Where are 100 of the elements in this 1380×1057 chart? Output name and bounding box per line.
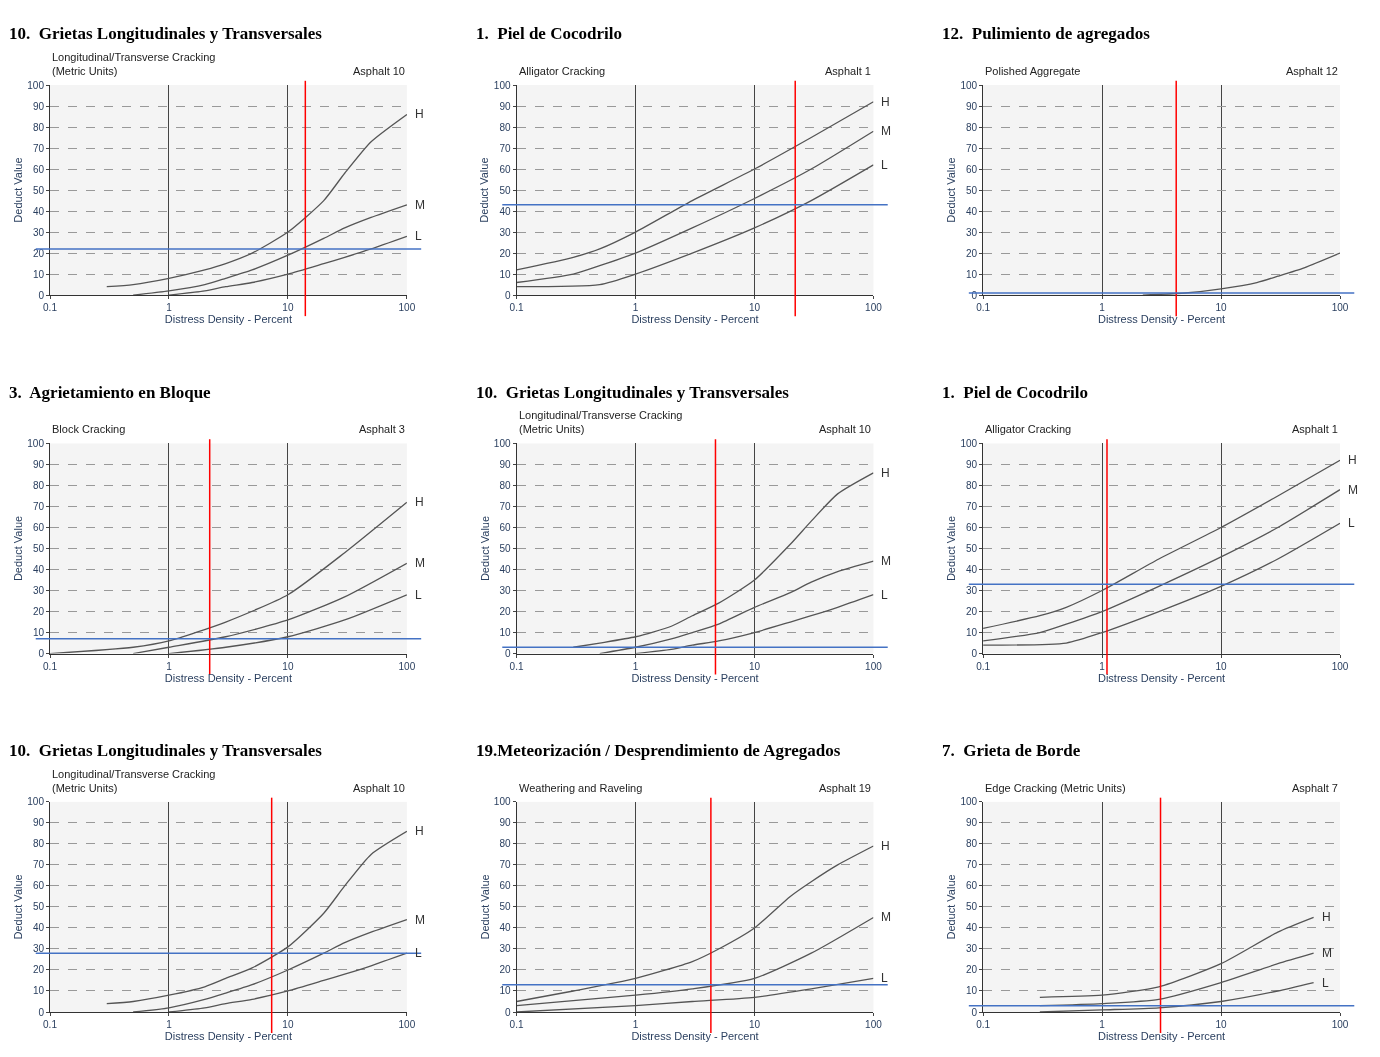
x-tick-label: 100 <box>865 660 883 672</box>
y-tick-label: 60 <box>32 521 45 533</box>
chart-title: 12. Pulimiento de agregados <box>942 24 1151 43</box>
y-tick-label: 70 <box>965 500 978 512</box>
y-tick-label: 60 <box>499 880 511 892</box>
series-label: M <box>1348 483 1358 497</box>
y-tick-label: 10 <box>32 627 45 639</box>
x-tick-label: 10 <box>748 1019 761 1030</box>
y-tick-label: 50 <box>32 543 45 554</box>
y-tick-label: 20 <box>965 964 978 976</box>
y-tick-label: 80 <box>965 838 978 850</box>
y-tick-label: 60 <box>965 163 978 175</box>
y-tick-label: 90 <box>499 458 511 470</box>
series-label: M <box>881 124 891 138</box>
y-tick-label: 0 <box>971 648 978 660</box>
y-tick-label: 20 <box>32 247 45 259</box>
text: Asphalt 1 <box>825 65 871 77</box>
y-tick-label: 70 <box>499 859 511 871</box>
series-label: H <box>415 495 424 509</box>
y-tick-label: 40 <box>32 922 45 934</box>
y-tick-label: 20 <box>965 247 978 259</box>
y-tick-label: 60 <box>965 521 978 533</box>
text: Asphalt 12 <box>1286 65 1338 77</box>
chart-subtitle: Alligator Cracking <box>985 423 1072 435</box>
y-tick-label: 100 <box>493 437 511 449</box>
x-tick-label: 1 <box>632 1019 639 1030</box>
y-tick-label: 20 <box>32 606 45 618</box>
y-axis-title: Deduct Value <box>11 515 24 582</box>
y-tick-label: 30 <box>965 943 978 955</box>
y-tick-label: 80 <box>965 479 978 491</box>
y-tick-label: 80 <box>499 479 511 491</box>
x-axis-title: Distress Density - Percent <box>631 313 759 326</box>
chart-title: 10. Grietas Longitudinales y Transversales <box>9 741 323 760</box>
y-tick-label: 100 <box>960 79 978 91</box>
series-label: H <box>881 95 890 109</box>
series-label: M <box>415 913 425 927</box>
x-tick-label: 1 <box>166 660 173 672</box>
chart-title: 19.Meteorización / Desprendimiento de Agregados <box>476 741 841 760</box>
y-tick-label: 80 <box>499 121 511 133</box>
y-axis-title: Deduct Value <box>945 874 958 940</box>
y-axis-title: Deduct Value <box>478 157 491 223</box>
y-tick-label: 10 <box>965 627 978 639</box>
series-label: H <box>881 466 890 480</box>
x-tick-label: 0.1 <box>976 302 991 314</box>
series-label: L <box>881 158 888 172</box>
x-tick-label: 10 <box>748 660 761 672</box>
y-tick-label: 50 <box>499 184 511 196</box>
y-tick-label: 60 <box>499 163 511 175</box>
x-tick-label: 0.1 <box>43 1019 58 1030</box>
x-axis-title: Distress Density - Percent <box>1097 313 1226 326</box>
series-label: L <box>415 588 422 602</box>
y-tick-label: 10 <box>965 268 978 280</box>
chart-title: 1. Piel de Cocodrilo <box>476 24 622 43</box>
y-tick-label: 80 <box>965 121 978 133</box>
y-tick-label: 30 <box>32 585 45 597</box>
y-tick-label: 60 <box>499 521 511 533</box>
series-label: H <box>1348 453 1357 467</box>
x-axis-title: Distress Density - Percent <box>164 671 293 684</box>
y-tick-label: 0 <box>38 1006 45 1018</box>
y-tick-label: 90 <box>499 817 511 829</box>
x-axis-title: Distress Density - Percent <box>1097 1030 1226 1042</box>
x-tick-label: 0.1 <box>509 302 524 314</box>
series-label: H <box>881 839 890 853</box>
y-tick-label: 80 <box>32 121 45 133</box>
x-tick-label: 100 <box>865 302 883 314</box>
x-tick-label: 0.1 <box>509 1019 524 1030</box>
y-tick-label: 30 <box>32 943 45 955</box>
series-label: H <box>415 107 424 121</box>
x-axis-title: Distress Density - Percent <box>631 1030 759 1042</box>
y-tick-label: 10 <box>32 985 45 997</box>
y-tick-label: 40 <box>499 564 511 576</box>
y-tick-label: 90 <box>965 817 978 829</box>
y-tick-label: 40 <box>32 564 45 576</box>
y-tick-label: 40 <box>499 205 511 217</box>
chart-subtitle: Longitudinal/Transverse Cracking (Metric Units) <box>52 768 216 795</box>
x-axis-title: Distress Density - Percent <box>164 1030 293 1042</box>
x-tick-label: 100 <box>865 1019 883 1030</box>
y-tick-label: 20 <box>499 964 511 976</box>
y-tick-label: 70 <box>499 500 511 512</box>
y-tick-label: 60 <box>32 880 45 892</box>
y-tick-label: 40 <box>32 205 45 217</box>
y-tick-label: 30 <box>499 226 511 238</box>
chart-title: 1. Piel de Cocodrilo <box>942 383 1088 402</box>
chart-title: 10. Grietas Longitudinales y Transversales <box>476 383 790 402</box>
x-axis-title: Distress Density - Percent <box>1097 671 1226 684</box>
y-tick-label: 90 <box>32 817 45 829</box>
text: Asphalt 19 <box>819 782 871 794</box>
y-tick-label: 80 <box>32 479 45 491</box>
x-tick-label: 100 <box>398 660 416 672</box>
y-axis-title: Deduct Value <box>11 874 24 940</box>
y-tick-label: 10 <box>965 985 978 997</box>
y-tick-label: 90 <box>32 100 45 112</box>
text: Asphalt 3 <box>359 423 405 435</box>
y-tick-label: 80 <box>32 838 45 850</box>
y-tick-label: 20 <box>32 964 45 976</box>
text: Asphalt 1 <box>1292 423 1338 435</box>
y-tick-label: 100 <box>960 796 978 808</box>
x-tick-label: 0.1 <box>976 1019 991 1030</box>
y-tick-label: 70 <box>32 142 45 154</box>
y-tick-label: 60 <box>32 163 45 175</box>
